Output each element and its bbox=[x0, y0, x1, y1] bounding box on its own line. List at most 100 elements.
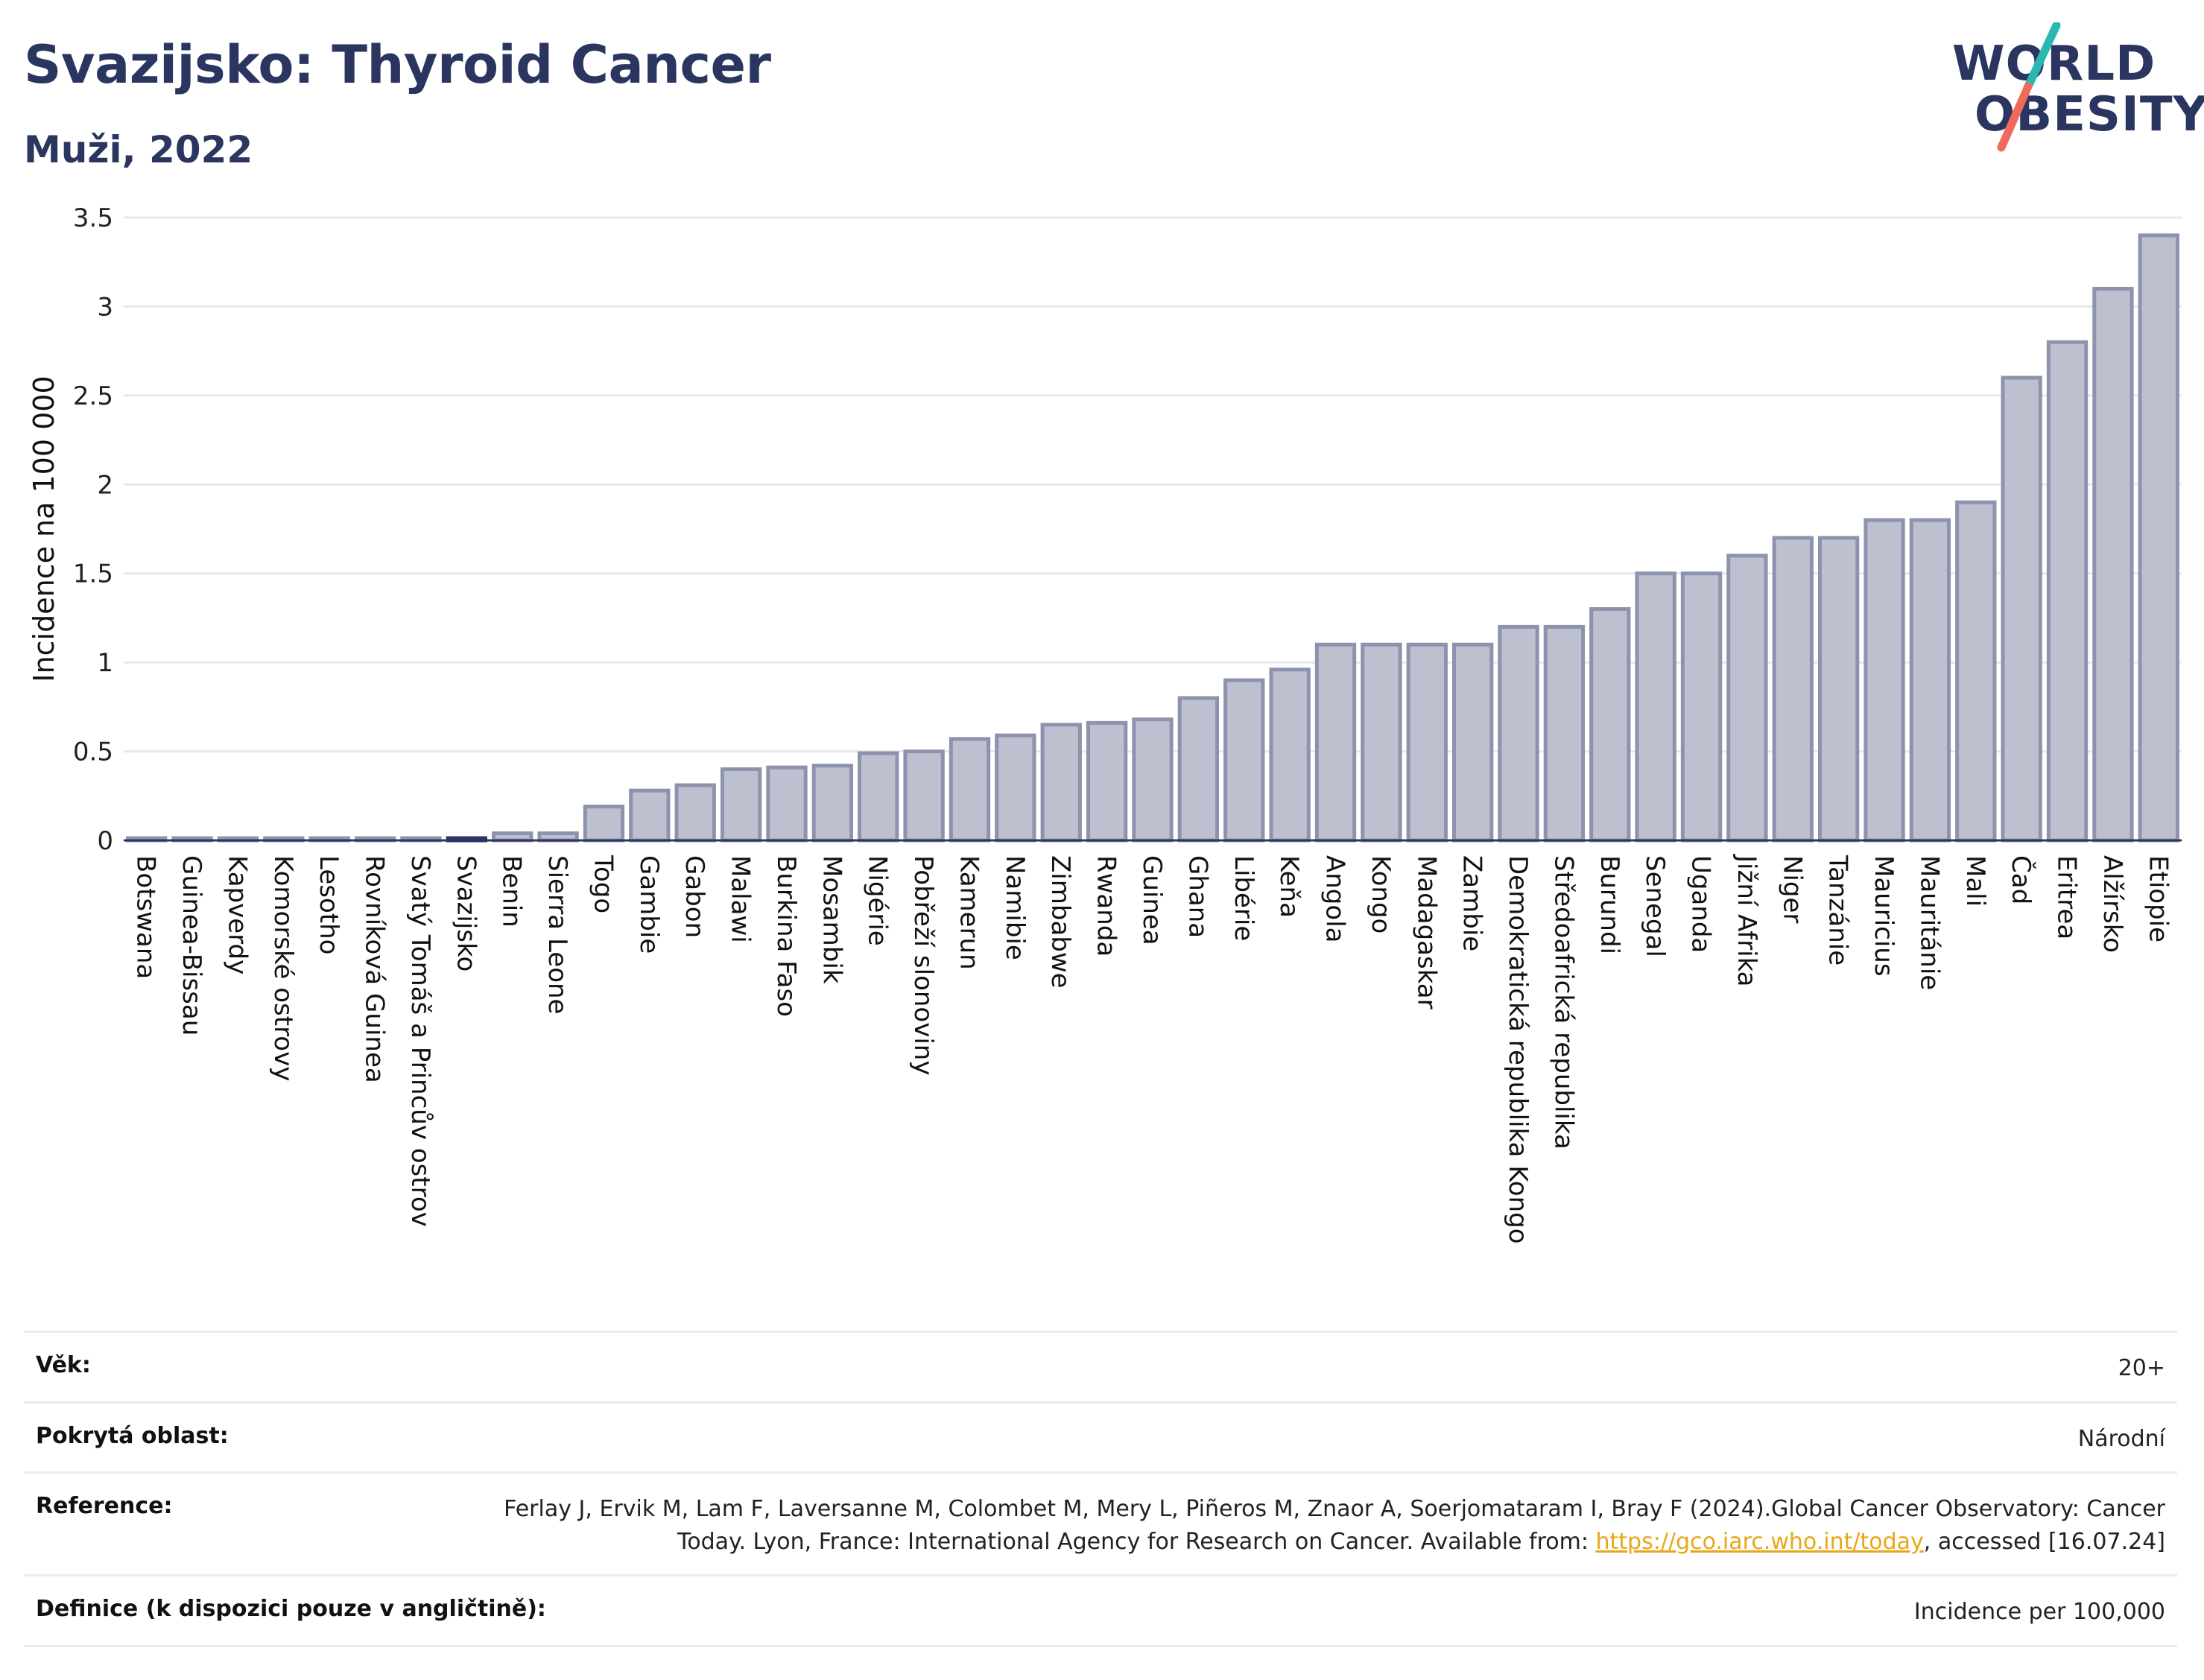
info-table: Věk: 20+ Pokrytá oblast: Národní Reference: F… bbox=[24, 1331, 2177, 1647]
x-tick-label: Jižní Afrika bbox=[1732, 854, 1761, 987]
bar[interactable] bbox=[2046, 340, 2089, 843]
bar[interactable] bbox=[858, 751, 899, 843]
x-tick-label: Kapverdy bbox=[222, 855, 252, 974]
x-tick-label: Kamerun bbox=[954, 855, 984, 970]
x-tick-label: Gambie bbox=[634, 855, 664, 954]
x-tick-label: Madagaskar bbox=[1411, 855, 1441, 1009]
x-tick-label: Senegal bbox=[1640, 855, 1670, 957]
x-tick-label: Etiopie bbox=[2143, 855, 2173, 942]
x-tick-label: Eritrea bbox=[2052, 855, 2082, 939]
x-tick-label: Togo bbox=[588, 855, 618, 913]
bar[interactable] bbox=[1223, 678, 1265, 843]
y-tick-label: 0.5 bbox=[73, 738, 113, 767]
bar[interactable] bbox=[1909, 518, 1951, 843]
x-tick-label: Svazijsko bbox=[451, 855, 481, 971]
info-key: Definice (k dispozici pouze v angličtině… bbox=[36, 1596, 546, 1622]
bar[interactable] bbox=[629, 788, 671, 843]
bar[interactable] bbox=[1772, 536, 1814, 843]
bar[interactable] bbox=[720, 767, 762, 843]
x-tick-label: Demokratická republika Kongo bbox=[1503, 855, 1533, 1244]
info-row: Definice (k dispozici pouze v angličtině… bbox=[24, 1574, 2177, 1647]
x-tick-label: Kongo bbox=[1366, 855, 1396, 933]
bar[interactable] bbox=[1498, 624, 1539, 843]
bar[interactable] bbox=[1680, 571, 1723, 843]
info-value: 20+ bbox=[2118, 1355, 2165, 1381]
x-tick-label: Mosambik bbox=[817, 855, 846, 984]
y-tick-label: 2.5 bbox=[73, 381, 113, 411]
bar[interactable] bbox=[1314, 642, 1357, 843]
x-tick-label: Guinea bbox=[1137, 855, 1167, 945]
x-tick-label: Zambie bbox=[1457, 855, 1487, 951]
info-key: Reference: bbox=[36, 1493, 173, 1519]
x-tick-label: Burundi bbox=[1595, 855, 1624, 954]
bar[interactable] bbox=[1086, 720, 1128, 843]
bar[interactable] bbox=[1589, 606, 1631, 843]
x-tick-label: Niger bbox=[1777, 855, 1807, 923]
world-obesity-logo[interactable]: WORLD OBESITY bbox=[1945, 22, 2204, 156]
bar[interactable] bbox=[811, 764, 854, 843]
logo-slash-top bbox=[2024, 22, 2061, 91]
y-axis-label: Incidence na 100 000 bbox=[28, 375, 60, 682]
x-tick-label: Tanzánie bbox=[1823, 855, 1853, 966]
bar[interactable] bbox=[1726, 554, 1768, 843]
y-tick-label: 2 bbox=[97, 470, 113, 500]
bar[interactable] bbox=[1863, 518, 1905, 843]
bar[interactable] bbox=[1406, 642, 1448, 843]
x-tick-label: Sierra Leone bbox=[542, 855, 572, 1014]
reference-link[interactable]: https://gco.iarc.who.int/today bbox=[1595, 1528, 1924, 1555]
info-row: Reference: Ferlay J, Ervik M, Lam F, Lave… bbox=[24, 1471, 2177, 1574]
bar[interactable] bbox=[766, 765, 808, 843]
logo-slash-bottom bbox=[1997, 82, 2033, 152]
info-key: Věk: bbox=[36, 1352, 91, 1378]
x-tick-label: Ghana bbox=[1182, 855, 1212, 938]
x-tick-label: Komorské ostrovy bbox=[268, 855, 298, 1081]
x-axis-labels: Botswana Guinea-Bissau Kapverdy Komorské os… bbox=[131, 854, 2173, 1244]
logo-word-world: WORLD bbox=[1952, 37, 2156, 92]
info-value: Incidence per 100,000 bbox=[1913, 1599, 2165, 1625]
y-tick-label: 3 bbox=[97, 292, 113, 322]
x-tick-label: Mauritánie bbox=[1914, 855, 1944, 990]
bar[interactable] bbox=[1451, 642, 1494, 843]
bar[interactable] bbox=[2092, 287, 2134, 843]
bar[interactable] bbox=[1818, 536, 1860, 843]
y-axis-ticks: 0 0.5 1 1.5 2 2.5 3 3.5 bbox=[73, 203, 113, 856]
info-value: Národní bbox=[2077, 1425, 2165, 1452]
x-tick-label: Středoafrická republika bbox=[1548, 855, 1578, 1150]
bars bbox=[126, 233, 2179, 843]
x-tick-label: Mali bbox=[1960, 855, 1990, 907]
bar[interactable] bbox=[1040, 723, 1082, 843]
x-tick-label: Botswana bbox=[131, 855, 161, 979]
x-tick-label: Guinea-Bissau bbox=[177, 855, 206, 1036]
x-tick-label: Malawi bbox=[726, 855, 756, 943]
info-row: Věk: 20+ bbox=[24, 1331, 2177, 1401]
bar[interactable] bbox=[674, 783, 716, 843]
bar[interactable] bbox=[1132, 717, 1174, 843]
info-key: Pokrytá oblast: bbox=[36, 1422, 229, 1449]
bar[interactable] bbox=[903, 749, 945, 843]
bar[interactable] bbox=[583, 805, 625, 843]
bar[interactable] bbox=[2001, 375, 2042, 843]
bar[interactable] bbox=[1635, 571, 1676, 843]
info-row: Pokrytá oblast: Národní bbox=[24, 1401, 2177, 1472]
bar[interactable] bbox=[1361, 642, 1402, 843]
x-tick-label: Namibie bbox=[1000, 855, 1030, 960]
x-tick-label: Svatý Tomáš a Princův ostrov bbox=[405, 855, 435, 1227]
bar[interactable] bbox=[2138, 233, 2179, 843]
y-tick-label: 0 bbox=[97, 826, 113, 856]
bar[interactable] bbox=[1269, 668, 1311, 843]
x-tick-label: Nigérie bbox=[863, 855, 893, 946]
bar[interactable] bbox=[1543, 624, 1586, 843]
chart-title: Svazijsko: Thyroid Cancer bbox=[24, 34, 771, 95]
x-tick-label: Gabon bbox=[680, 855, 709, 938]
bar[interactable] bbox=[995, 733, 1036, 843]
x-tick-label: Benin bbox=[497, 855, 527, 928]
info-value: Ferlay J, Ervik M, Lam F, Laversanne M, … bbox=[504, 1496, 2165, 1555]
x-tick-label: Alžírsko bbox=[2097, 855, 2127, 953]
logo-slash-icon bbox=[1997, 22, 2061, 152]
x-tick-label: Keňa bbox=[1274, 855, 1304, 918]
bar[interactable] bbox=[1177, 696, 1220, 843]
bar[interactable] bbox=[1955, 500, 1997, 843]
x-tick-label: Libérie bbox=[1229, 855, 1258, 941]
bar[interactable] bbox=[949, 737, 991, 843]
x-tick-label: Rovníková Guinea bbox=[360, 855, 390, 1083]
